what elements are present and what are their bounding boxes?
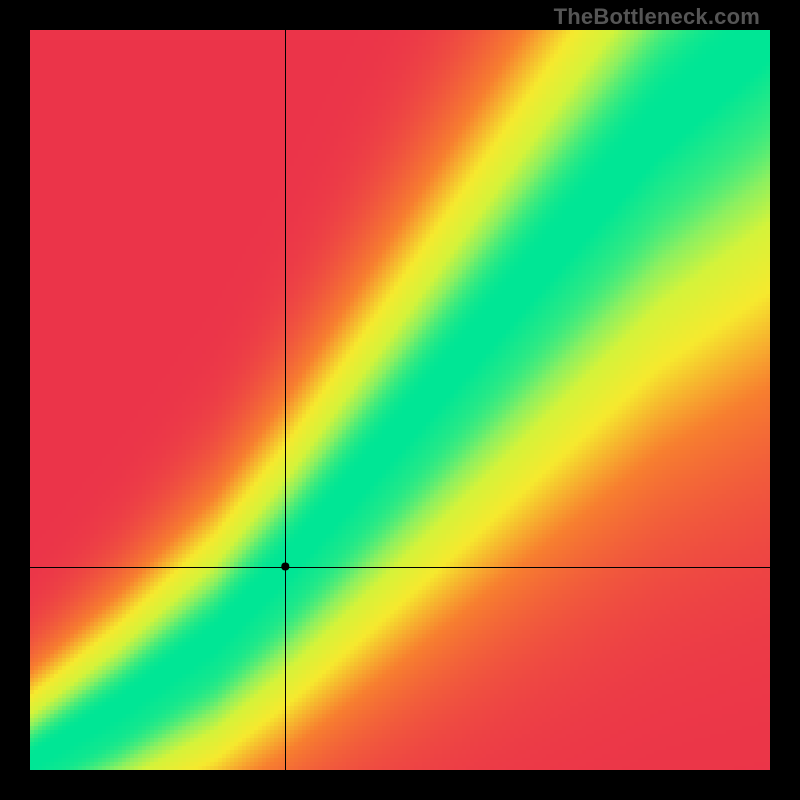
watermark-text: TheBottleneck.com bbox=[554, 4, 760, 30]
chart-container: TheBottleneck.com bbox=[0, 0, 800, 800]
heatmap-canvas bbox=[0, 0, 800, 800]
